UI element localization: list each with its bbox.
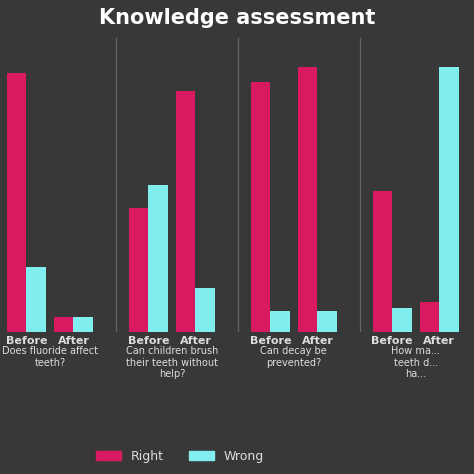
Bar xyxy=(251,82,270,332)
Text: Can decay be
prevented?: Can decay be prevented? xyxy=(260,346,327,368)
Legend: Right, Wrong: Right, Wrong xyxy=(91,445,269,468)
Bar xyxy=(318,311,337,332)
Bar xyxy=(195,288,215,332)
Bar xyxy=(7,73,27,332)
Bar xyxy=(73,317,93,332)
Bar xyxy=(270,311,290,332)
Bar xyxy=(176,91,195,332)
Text: Can children brush
their teeth without
help?: Can children brush their teeth without h… xyxy=(126,346,218,379)
Title: Knowledge assessment: Knowledge assessment xyxy=(99,8,375,28)
Text: Does fluoride affect
teeth?: Does fluoride affect teeth? xyxy=(2,346,98,368)
Bar xyxy=(420,302,439,332)
Bar xyxy=(148,185,168,332)
Bar xyxy=(298,67,318,332)
Bar xyxy=(439,67,459,332)
Bar xyxy=(129,209,148,332)
Text: How ma...
teeth d...
ha...: How ma... teeth d... ha... xyxy=(392,346,440,379)
Bar xyxy=(27,267,46,332)
Bar xyxy=(392,308,411,332)
Bar xyxy=(54,317,73,332)
Bar xyxy=(373,191,392,332)
